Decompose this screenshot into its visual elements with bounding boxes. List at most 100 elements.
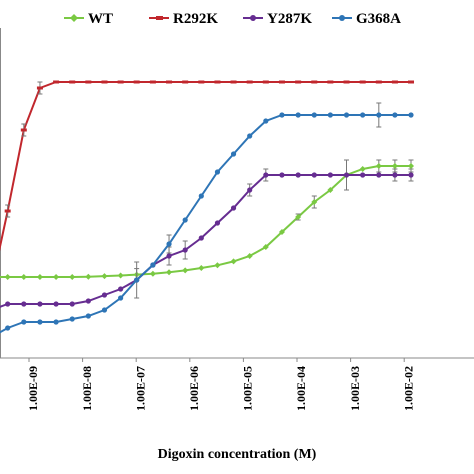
data-point [166, 253, 172, 259]
data-point [214, 220, 221, 226]
data-point [246, 80, 253, 84]
data-point [311, 112, 317, 118]
data-point [53, 80, 60, 84]
data-point [37, 319, 43, 325]
x-tick-label: 1.00E-09 [26, 366, 40, 411]
data-point [85, 298, 91, 304]
data-point [295, 80, 302, 84]
series-line [0, 114, 412, 334]
data-point [376, 172, 382, 178]
data-point [343, 172, 350, 178]
data-point [4, 209, 11, 213]
data-point [69, 316, 75, 322]
series-y287k [0, 168, 414, 308]
data-point [230, 205, 237, 211]
data-point [359, 166, 366, 172]
data-point [5, 325, 11, 331]
data-point [21, 301, 27, 307]
series-line [0, 81, 412, 252]
series-wt [0, 159, 415, 282]
data-point [230, 80, 237, 84]
data-point [53, 274, 60, 280]
data-point [262, 80, 269, 84]
data-point [327, 187, 334, 193]
data-point [85, 80, 92, 84]
legend-item-wt: WT [64, 11, 113, 27]
data-point [262, 244, 269, 250]
data-point [246, 253, 253, 259]
data-point [214, 80, 221, 84]
data-point [182, 247, 188, 253]
data-point [117, 272, 124, 279]
legend-marker [250, 15, 256, 21]
data-point [263, 118, 269, 124]
data-point [198, 265, 205, 271]
data-point [327, 112, 333, 118]
data-point [101, 292, 108, 298]
data-point [85, 313, 91, 319]
legend-item-g368a: G368A [332, 11, 401, 27]
data-point [182, 267, 189, 274]
data-point [311, 80, 318, 84]
data-point [295, 214, 302, 220]
series-line [0, 174, 412, 308]
x-tick-label: 1.00E-05 [241, 366, 255, 411]
data-point [69, 301, 75, 307]
data-point [295, 112, 301, 118]
data-point [166, 269, 173, 276]
data-point [230, 151, 237, 157]
legend-marker [70, 14, 78, 22]
x-axis-title: Digoxin concentration (M) [158, 447, 317, 462]
series-group [0, 80, 415, 334]
data-point [20, 128, 27, 132]
data-point [36, 86, 43, 90]
legend: WT R292K Y287K G368A [64, 11, 401, 27]
data-point [4, 274, 11, 280]
legend-item-y287k: Y287K [243, 11, 312, 27]
series-r292k [0, 80, 415, 252]
data-point [118, 295, 124, 301]
data-point [392, 172, 398, 178]
data-point [279, 172, 285, 178]
legend-label: Y287K [267, 11, 312, 27]
x-tick-label: 1.00E-04 [294, 366, 308, 411]
data-point [37, 301, 43, 307]
data-point [166, 80, 173, 84]
legend-item-r292k: R292K [149, 11, 218, 27]
data-point [53, 301, 59, 307]
data-point [214, 262, 221, 269]
data-point [359, 80, 366, 84]
x-tick-label: 1.00E-02 [401, 366, 415, 411]
x-tick-label: 1.00E-07 [133, 366, 147, 411]
legend-marker [339, 15, 345, 21]
data-point [5, 301, 11, 307]
data-point [327, 80, 334, 84]
data-point [198, 235, 204, 241]
data-point [360, 172, 366, 178]
data-point [230, 258, 237, 265]
data-point [408, 172, 414, 178]
data-point [134, 277, 140, 283]
data-point [214, 169, 221, 175]
data-point [69, 80, 76, 84]
data-point [101, 273, 108, 280]
data-point [343, 112, 350, 118]
data-point [327, 172, 333, 178]
data-point [408, 163, 415, 169]
data-point [391, 80, 398, 84]
x-tick-label: 1.00E-03 [348, 366, 362, 411]
series-line [0, 165, 412, 278]
data-point [392, 112, 398, 118]
data-point [408, 80, 415, 84]
x-ticks: 1.00E-09 1.00E-08 1.00E-07 1.00E-06 1.00E-05… [26, 358, 415, 411]
data-point [198, 80, 205, 84]
data-point [391, 163, 398, 169]
data-point [376, 112, 382, 118]
data-point [247, 133, 253, 139]
data-point [149, 270, 156, 277]
data-point [69, 274, 76, 280]
data-point [360, 112, 366, 118]
data-point [118, 286, 124, 292]
legend-label: R292K [173, 11, 218, 27]
